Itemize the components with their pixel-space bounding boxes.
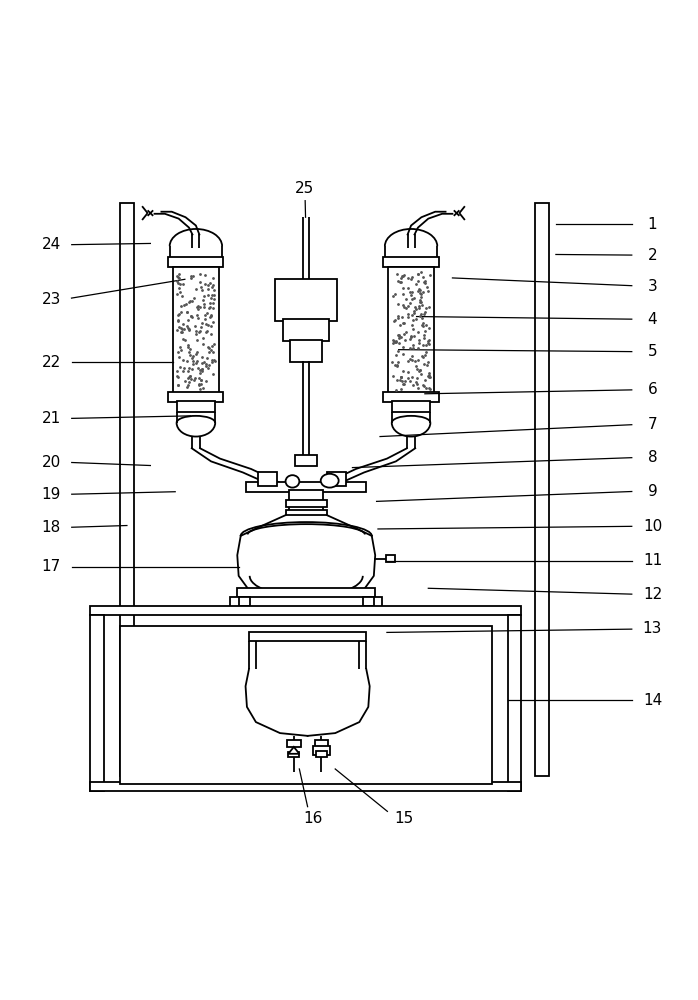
Text: 8: 8 bbox=[648, 450, 658, 465]
Bar bbox=[246, 482, 366, 492]
Bar bbox=[168, 257, 223, 267]
Bar bbox=[120, 203, 134, 776]
Text: 16: 16 bbox=[304, 811, 322, 826]
Bar bbox=[239, 597, 250, 606]
Bar bbox=[168, 392, 223, 402]
Bar bbox=[315, 740, 328, 747]
Text: 6: 6 bbox=[648, 382, 658, 397]
Text: 2: 2 bbox=[648, 248, 658, 263]
Text: 10: 10 bbox=[643, 519, 662, 534]
Text: 1: 1 bbox=[648, 217, 658, 232]
Text: 9: 9 bbox=[648, 484, 658, 499]
Bar bbox=[287, 740, 301, 747]
Text: 3: 3 bbox=[648, 279, 658, 294]
Bar bbox=[327, 472, 346, 486]
Text: 21: 21 bbox=[41, 411, 61, 426]
Bar bbox=[288, 752, 299, 757]
Bar bbox=[237, 588, 376, 598]
Bar bbox=[383, 392, 438, 402]
Bar bbox=[388, 267, 434, 393]
Bar bbox=[90, 615, 104, 791]
Bar bbox=[230, 597, 382, 608]
Bar bbox=[507, 615, 521, 791]
Bar bbox=[285, 500, 327, 507]
Bar bbox=[173, 267, 218, 393]
Bar bbox=[249, 632, 366, 641]
Text: 12: 12 bbox=[643, 587, 662, 602]
Bar bbox=[177, 401, 215, 412]
Ellipse shape bbox=[285, 475, 299, 488]
Bar bbox=[363, 597, 374, 606]
Text: 14: 14 bbox=[643, 693, 662, 708]
Text: 5: 5 bbox=[648, 344, 658, 359]
Ellipse shape bbox=[320, 474, 339, 488]
Text: 24: 24 bbox=[41, 237, 61, 252]
Bar bbox=[289, 490, 323, 514]
Bar bbox=[258, 472, 277, 486]
Bar bbox=[295, 455, 318, 466]
Bar bbox=[90, 606, 521, 615]
Bar bbox=[275, 279, 337, 321]
Text: 13: 13 bbox=[643, 621, 662, 636]
Text: 4: 4 bbox=[648, 312, 658, 327]
Bar bbox=[290, 340, 322, 362]
Text: 18: 18 bbox=[41, 520, 61, 535]
Bar bbox=[316, 751, 327, 757]
Bar bbox=[283, 319, 329, 341]
Bar bbox=[386, 555, 394, 562]
Bar bbox=[120, 626, 493, 784]
Text: 25: 25 bbox=[295, 181, 314, 196]
Text: 22: 22 bbox=[41, 355, 61, 370]
Bar bbox=[535, 203, 549, 776]
Text: 23: 23 bbox=[41, 292, 61, 307]
Bar bbox=[90, 782, 521, 791]
Bar bbox=[383, 257, 438, 267]
Bar bbox=[285, 510, 327, 515]
Text: 15: 15 bbox=[394, 811, 414, 826]
Text: 19: 19 bbox=[41, 487, 61, 502]
Text: 11: 11 bbox=[643, 553, 662, 568]
Bar bbox=[392, 401, 431, 412]
Text: 7: 7 bbox=[648, 417, 658, 432]
Text: 20: 20 bbox=[41, 455, 61, 470]
Bar bbox=[313, 746, 329, 755]
Polygon shape bbox=[288, 747, 299, 754]
Text: 17: 17 bbox=[41, 559, 61, 574]
